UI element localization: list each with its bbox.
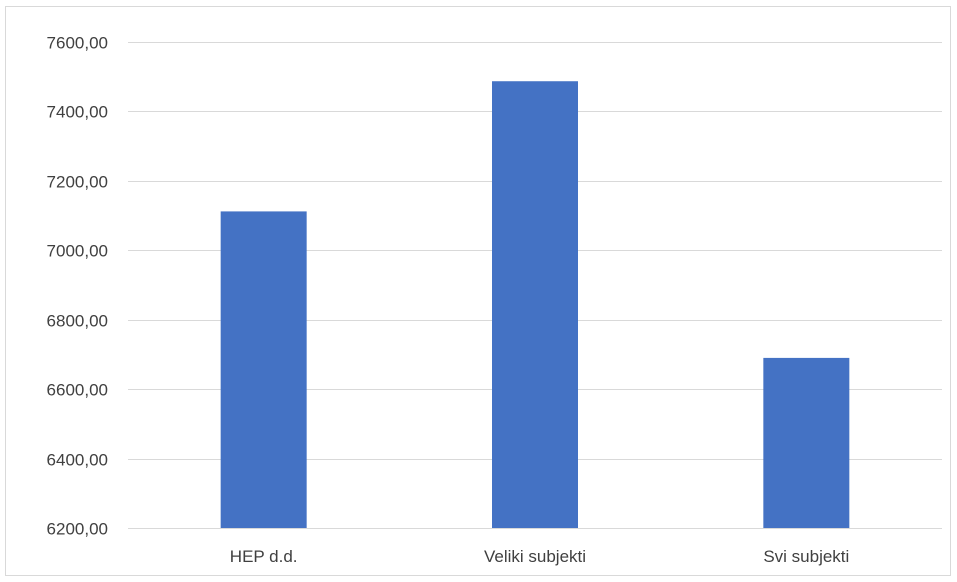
x-tick-label: Veliki subjekti [484,547,586,566]
bars [220,81,850,529]
bar-svi-subjekti [763,357,850,528]
y-tick-label: 7000,00 [47,242,108,261]
y-tick-label: 7200,00 [47,173,108,192]
x-tick-label: HEP d.d. [230,547,298,566]
y-tick-label: 6600,00 [47,381,108,400]
x-axis-tick-labels: HEP d.d. Veliki subjekti Svi subjekti [230,547,850,566]
y-tick-label: 6800,00 [47,312,108,331]
x-tick-label: Svi subjekti [763,547,849,566]
y-tick-label: 7600,00 [47,34,108,53]
y-tick-label: 6400,00 [47,451,108,470]
y-tick-label: 7400,00 [47,103,108,122]
y-axis-tick-labels: 6200,00 6400,00 6600,00 6800,00 7000,00 7200,… [47,34,108,539]
y-tick-label: 6200,00 [47,520,108,539]
bar-hep-d-d [220,211,307,529]
bar-veliki-subjekti [492,81,578,528]
